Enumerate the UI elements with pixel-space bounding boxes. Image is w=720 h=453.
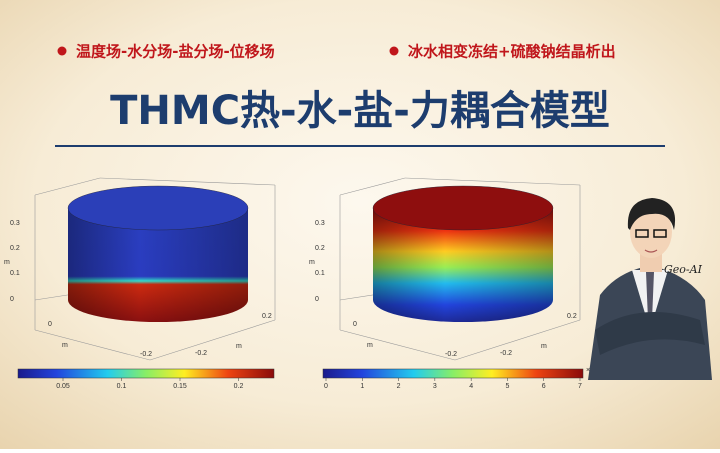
colorbar <box>17 368 275 379</box>
colorbar-tick-label: 0 <box>324 383 328 390</box>
base-axis-label: 0.2 <box>567 313 577 320</box>
z-tick-label: 0.2 <box>10 245 20 252</box>
base-axis-label: m <box>62 342 68 349</box>
colorbar-tick-label: 7 <box>578 383 582 390</box>
axis-line <box>339 177 406 196</box>
cylinder-top <box>372 185 554 231</box>
base-axis-label: -0.2 <box>140 351 152 358</box>
axis-line <box>99 177 276 186</box>
base-axis-label: 0 <box>353 321 357 328</box>
bullet-dot <box>57 46 67 56</box>
base-axis-label: m <box>541 343 547 350</box>
colorbar-tick-label: 0.1 <box>117 383 127 390</box>
colorbar-tick-label: 0.15 <box>173 383 187 390</box>
colorbar-tick-label: 4 <box>469 383 473 390</box>
base-axis-label: -0.2 <box>445 351 457 358</box>
axis-line <box>34 177 101 196</box>
axis-line <box>404 177 581 186</box>
z-tick-label: 0.1 <box>10 270 20 277</box>
colorbar-tick-label: 3 <box>433 383 437 390</box>
axis-line <box>339 329 456 361</box>
z-tick-label: 0.1 <box>315 270 325 277</box>
base-axis-label: -0.2 <box>500 350 512 357</box>
z-tick-label: 0 <box>10 296 14 303</box>
base-axis-label: m <box>236 343 242 350</box>
z-axis-unit: m <box>4 259 10 266</box>
z-axis-unit: m <box>309 259 315 266</box>
base-axis-label: 0.2 <box>262 313 272 320</box>
cylinder-top <box>67 185 249 231</box>
bullet-text: 温度场-水分场-盐分场-位移场 <box>76 43 275 61</box>
colorbar-tick-label: 5 <box>505 383 509 390</box>
base-axis-label: 0 <box>48 321 52 328</box>
colorbar-tick-label: 6 <box>542 383 546 390</box>
z-tick-label: 0.3 <box>315 220 325 227</box>
cylinder-shade <box>68 208 248 322</box>
colorbar-tick-label: 0.05 <box>56 383 70 390</box>
z-tick-label: 0.3 <box>10 220 20 227</box>
z-tick-label: 0 <box>315 296 319 303</box>
axis-line <box>149 319 276 361</box>
colorbar <box>322 368 584 379</box>
cylinder-shade <box>373 208 553 322</box>
axis-line <box>454 319 581 361</box>
base-axis-label: -0.2 <box>195 350 207 357</box>
title: THMC热-水-盐-力耦合模型 <box>110 88 610 134</box>
avatar-label: Geo-AI <box>664 263 703 276</box>
avatar: Geo-AI <box>588 198 712 380</box>
bullet-text: 冰水相变冻结+硫酸钠结晶析出 <box>408 43 616 61</box>
z-tick-label: 0.2 <box>315 245 325 252</box>
axis-line <box>34 329 151 361</box>
colorbar-tick-label: 0.2 <box>234 383 244 390</box>
colorbar-tick-label: 1 <box>360 383 364 390</box>
base-axis-label: m <box>367 342 373 349</box>
colorbar-tick-label: 2 <box>397 383 401 390</box>
bullet-dot <box>389 46 399 56</box>
